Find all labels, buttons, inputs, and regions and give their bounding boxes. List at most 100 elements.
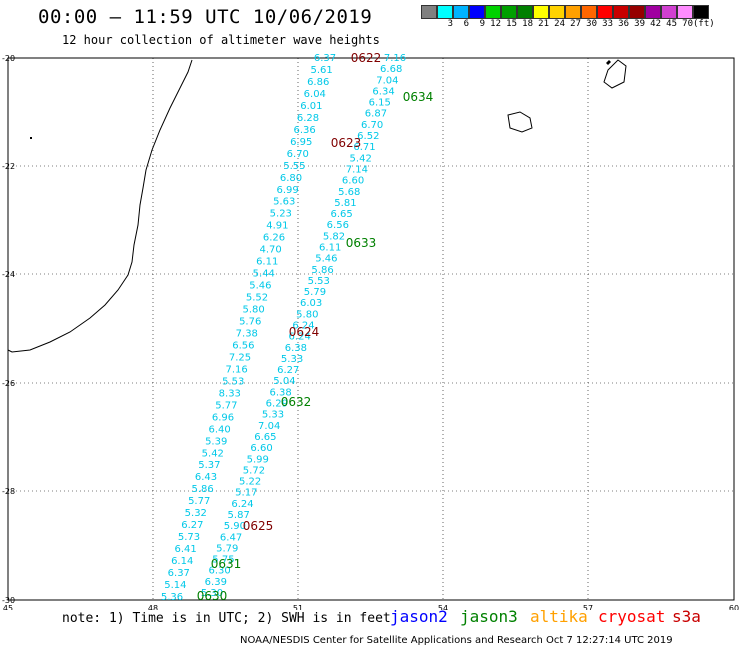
wave-height-value: 6.56 — [232, 340, 254, 351]
madagascar-coastline — [7, 59, 193, 353]
wave-height-value: 5.77 — [188, 496, 210, 507]
y-axis-ticks: -20 -22 -24 -26 -28 -30 — [2, 54, 15, 605]
wave-height-value: 6.70 — [361, 120, 383, 131]
time-label: 0625 — [243, 519, 274, 533]
wave-height-value: 5.04 — [273, 376, 295, 387]
wave-height-value: 5.79 — [216, 543, 238, 554]
wave-height-value: 6.36 — [293, 125, 315, 136]
wave-height-value: 5.14 — [164, 580, 186, 591]
wave-height-value: 6.28 — [297, 113, 319, 124]
wave-height-value: 6.03 — [300, 298, 322, 309]
wave-height-value: 4.91 — [266, 221, 288, 232]
wave-height-value: 6.60 — [342, 176, 364, 187]
wave-height-value: 5.46 — [315, 254, 337, 265]
color-legend: 3 6 9 12 15 18 21 24 27 30 33 36 39 42 45 70 (ft) — [421, 5, 715, 29]
y-tick-label: -30 — [2, 596, 15, 605]
legend-label: 3 — [447, 19, 453, 29]
wave-height-value: 5.42 — [350, 153, 372, 164]
time-label: 0623 — [331, 136, 362, 150]
wave-height-value: 6.27 — [181, 520, 203, 531]
legend-swatch — [517, 5, 533, 19]
legend-label: 36 — [618, 19, 629, 29]
legend-swatch — [565, 5, 581, 19]
wave-height-value: 6.24 — [289, 332, 311, 343]
wave-height-value: 6.56 — [327, 220, 349, 231]
wave-height-value: 7.16 — [225, 364, 247, 375]
legend-swatch — [533, 5, 549, 19]
legend-label: (ft) — [693, 19, 715, 29]
y-tick-label: -22 — [2, 162, 15, 171]
legend-swatch — [677, 5, 693, 19]
wave-height-value: 5.32 — [185, 508, 207, 519]
wave-height-value: 6.40 — [208, 424, 230, 435]
map-frame — [7, 57, 735, 601]
wave-height-value: 5.75 — [212, 555, 234, 566]
altimeter-track-b: 7.166.687.046.346.156.876.706.526.715.42… — [201, 53, 406, 599]
wave-height-value: 5.46 — [249, 281, 271, 292]
legend-swatch — [549, 5, 565, 19]
legend-swatch — [597, 5, 613, 19]
wave-height-value: 5.52 — [246, 293, 268, 304]
wave-height-value: 6.15 — [369, 98, 391, 109]
x-tick-label: 51 — [293, 604, 303, 610]
legend-swatch — [421, 5, 437, 19]
satellite-label-jason3: jason3 — [460, 607, 518, 626]
legend-labels: 3 6 9 12 15 18 21 24 27 30 33 36 39 42 45 70 (ft) — [421, 19, 715, 29]
wave-height-value: 6.41 — [174, 544, 196, 555]
legend-swatch — [581, 5, 597, 19]
legend-swatch — [437, 5, 453, 19]
wave-height-value: 5.30 — [201, 588, 223, 599]
wave-height-value: 6.80 — [280, 173, 302, 184]
wave-height-value: 6.52 — [357, 131, 379, 142]
wave-height-value: 6.37 — [314, 53, 336, 64]
wave-height-value: 6.71 — [353, 142, 375, 153]
wave-height-value: 6.38 — [285, 343, 307, 354]
time-label: 0633 — [346, 236, 377, 250]
legend-label: 18 — [522, 19, 533, 29]
wave-height-value: 6.65 — [254, 432, 276, 443]
legend-swatches — [421, 5, 709, 19]
wave-height-value: 6.99 — [276, 185, 298, 196]
legend-swatch — [645, 5, 661, 19]
wave-height-value: 8.33 — [219, 388, 241, 399]
wave-height-value: 6.26 — [263, 233, 285, 244]
wave-height-value: 7.04 — [258, 421, 280, 432]
wave-height-value: 6.04 — [304, 89, 326, 100]
wave-height-value: 6.30 — [208, 566, 230, 577]
legend-label: 12 — [490, 19, 501, 29]
y-tick-label: -20 — [2, 54, 15, 63]
wave-height-value: 7.38 — [236, 328, 258, 339]
wave-height-value: 6.37 — [168, 568, 190, 579]
wave-height-value: 5.22 — [239, 477, 261, 488]
satellite-label-altika: altika — [530, 607, 588, 626]
wave-height-value: 5.53 — [222, 376, 244, 387]
wave-height-value: 6.47 — [220, 532, 242, 543]
legend-label: 21 — [538, 19, 549, 29]
wave-height-value: 5.80 — [296, 309, 318, 320]
legend-swatch — [693, 5, 709, 19]
wave-height-value: 6.01 — [300, 101, 322, 112]
wave-height-value: 6.38 — [269, 387, 291, 398]
wave-height-value: 5.61 — [310, 65, 332, 76]
wave-height-value: 5.73 — [178, 532, 200, 543]
wave-height-value: 5.87 — [228, 510, 250, 521]
wave-height-value: 6.11 — [256, 257, 278, 268]
wave-height-value: 5.86 — [191, 484, 213, 495]
legend-label: 39 — [634, 19, 645, 29]
reunion-island — [507, 111, 533, 133]
legend-swatch — [453, 5, 469, 19]
time-label: 0624 — [289, 325, 320, 339]
wave-height-value: 5.86 — [311, 265, 333, 276]
satellite-label-s3a: s3a — [672, 607, 701, 626]
y-tick-label: -26 — [2, 379, 15, 388]
satellite-label-jason2: jason2 — [390, 607, 448, 626]
y-tick-label: -24 — [2, 270, 15, 279]
legend-swatch — [469, 5, 485, 19]
wave-height-value: 6.24 — [292, 321, 314, 332]
wave-height-value: 5.81 — [334, 198, 356, 209]
wave-height-value: 5.80 — [242, 305, 264, 316]
wave-height-value: 6.24 — [231, 499, 253, 510]
wave-height-value: 6.65 — [330, 209, 352, 220]
x-tick-label: 45 — [3, 604, 13, 610]
x-tick-label: 54 — [438, 604, 448, 610]
